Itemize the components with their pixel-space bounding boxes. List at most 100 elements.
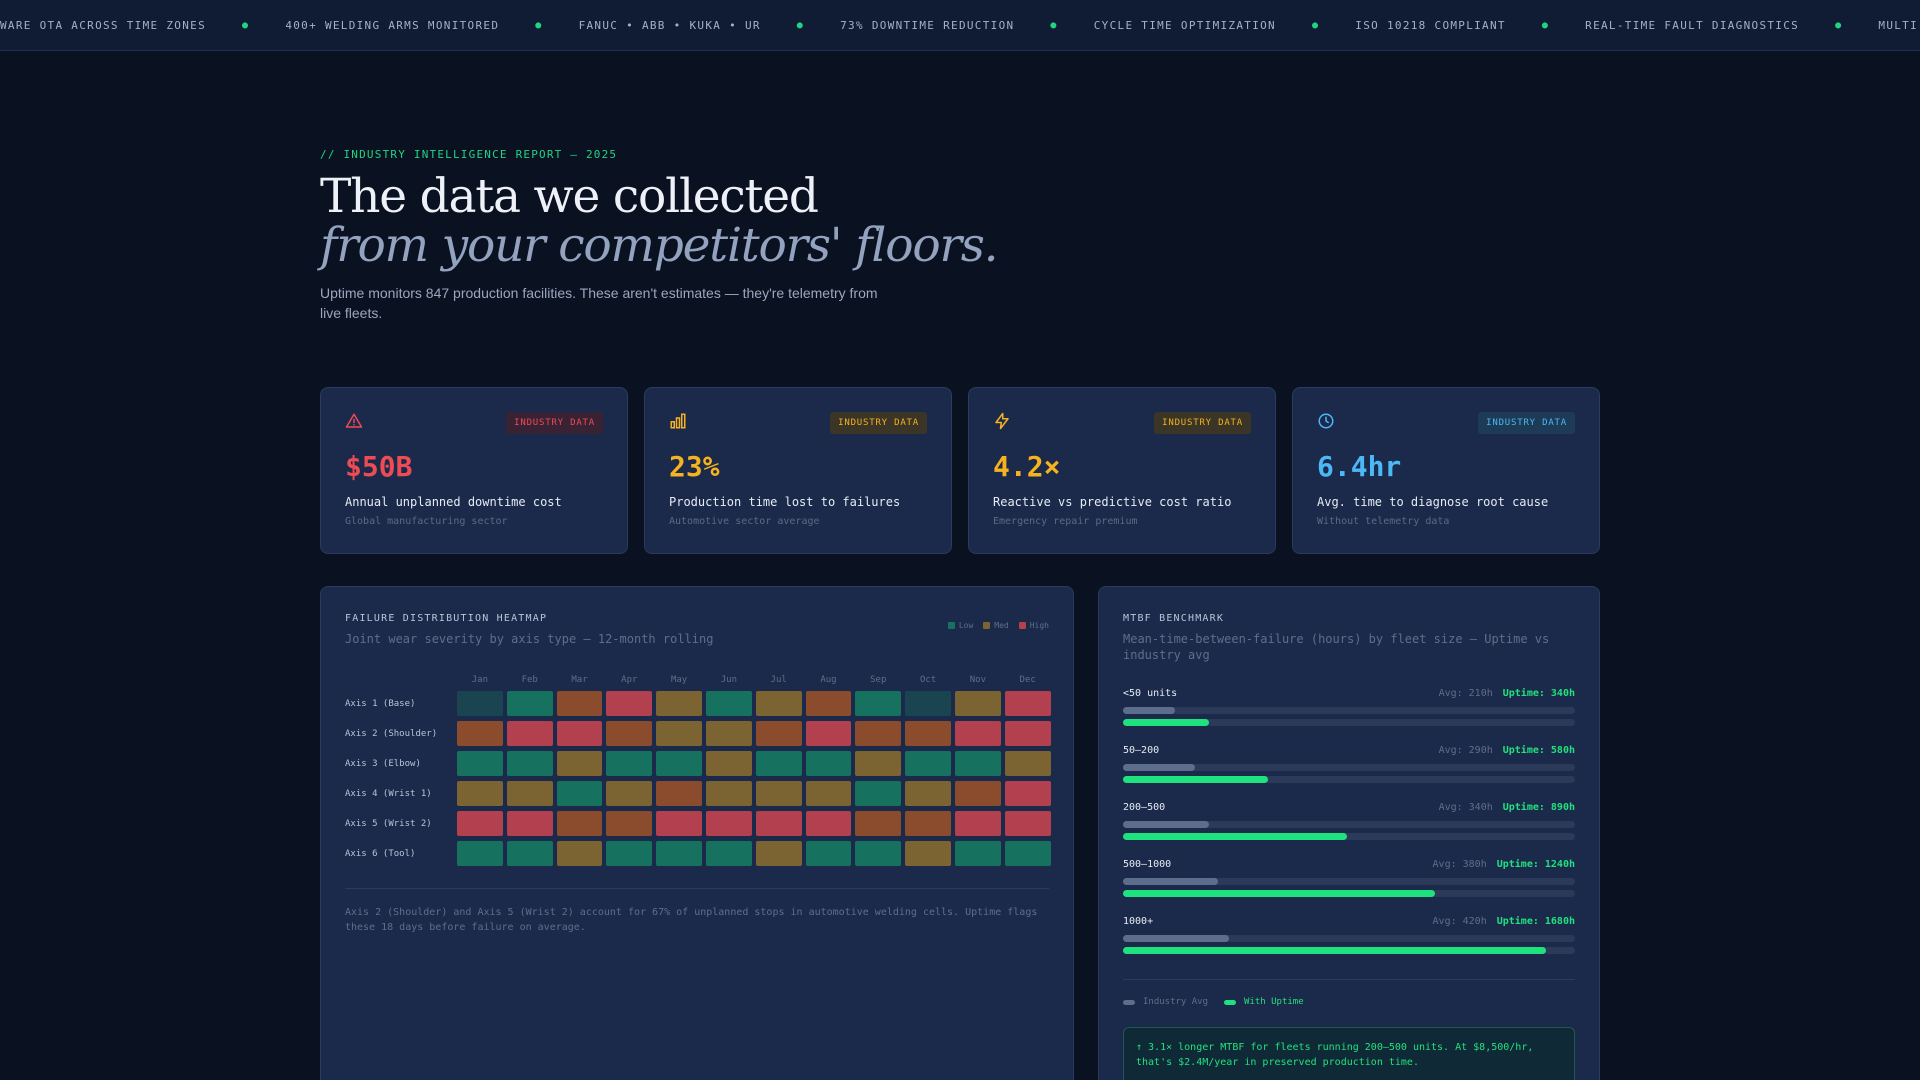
stat-value: 4.2× [993,450,1061,483]
mtbf-values: Avg: 290h Uptime: 580h [1439,745,1575,756]
industry-avg-value: Avg: 210h [1438,688,1493,699]
heatmap-cell[interactable] [556,691,603,716]
heatmap-cell[interactable] [506,751,553,776]
heatmap-cell[interactable] [506,691,553,716]
heatmap-cell[interactable] [855,811,902,836]
heatmap-cell[interactable] [905,751,951,776]
heatmap-cells [457,721,1051,746]
heatmap-cell[interactable] [855,691,902,716]
heatmap-cell[interactable] [457,721,503,746]
heatmap-cell[interactable] [755,811,802,836]
heatmap-cell[interactable] [1004,721,1051,746]
heatmap-cell[interactable] [457,841,503,866]
heatmap-cell[interactable] [1004,841,1051,866]
month-label: Feb [521,675,538,685]
heatmap-cell[interactable] [705,751,752,776]
heatmap-cell[interactable] [656,811,702,836]
heatmap-cell[interactable] [805,781,852,806]
heatmap-cell[interactable] [656,691,702,716]
month-label: Sep [870,675,887,685]
heatmap-cell[interactable] [705,721,752,746]
stat-label: Avg. time to diagnose root cause [1317,495,1549,509]
heatmap-cell[interactable] [457,781,503,806]
heatmap-cell[interactable] [755,691,802,716]
heatmap-cell[interactable] [556,781,603,806]
uptime-value: Uptime: 340h [1502,688,1575,699]
heatmap-cell[interactable] [656,781,702,806]
heatmap-cell[interactable] [954,841,1001,866]
heatmap-cell[interactable] [656,721,702,746]
heatmap-cell[interactable] [905,811,951,836]
heatmap-cell[interactable] [556,751,603,776]
heatmap-cell[interactable] [457,691,503,716]
legend-swatch [1018,622,1026,629]
heatmap-cell[interactable] [606,721,653,746]
heatmap-cell[interactable] [606,781,653,806]
heatmap-cell[interactable] [954,751,1001,776]
heatmap-cell[interactable] [606,691,653,716]
heatmap-cell[interactable] [705,811,752,836]
heatmap-cell[interactable] [855,721,902,746]
industry-avg-bar [1123,821,1209,828]
ticker-text: 400+ WELDING ARMS MONITORED [285,19,500,32]
heatmap-cell[interactable] [954,721,1001,746]
heatmap-cell[interactable] [905,721,951,746]
bar-chart-icon [669,412,687,430]
mtbf-subtitle: Mean-time-between-failure (hours) by fle… [1123,632,1550,662]
stat-card: INDUSTRY DATA 23% Production time lost to … [644,387,952,554]
heatmap-cell[interactable] [656,841,702,866]
heatmap-cell[interactable] [805,691,852,716]
heatmap-cell[interactable] [556,841,603,866]
heatmap-cell[interactable] [506,721,553,746]
heatmap-cell[interactable] [556,721,603,746]
heatmap-cell[interactable] [855,751,902,776]
heatmap-cell[interactable] [805,841,852,866]
heatmap-cell[interactable] [1004,751,1051,776]
uptime-bar [1123,776,1268,783]
heatmap-cell[interactable] [855,841,902,866]
heatmap-cell[interactable] [805,811,852,836]
heatmap-cell[interactable] [705,781,752,806]
stat-value: 23% [669,450,720,483]
heatmap-cell[interactable] [656,751,702,776]
ticker-text: 73% DOWNTIME REDUCTION [840,19,1015,32]
heatmap-cell[interactable] [457,751,503,776]
heatmap-cell[interactable] [954,781,1001,806]
heatmap-cell[interactable] [506,811,553,836]
heatmap-cell[interactable] [954,691,1001,716]
heatmap-cell[interactable] [1004,781,1051,806]
heatmap-cell[interactable] [855,781,902,806]
heatmap-cell[interactable] [556,811,603,836]
stat-label: Annual unplanned downtime cost [345,495,562,509]
uptime-bar-track [1123,947,1575,954]
month-label: Aug [820,675,837,685]
heatmap-cell[interactable] [755,781,802,806]
heatmap-cell[interactable] [457,811,503,836]
heatmap-cell[interactable] [905,841,951,866]
heatmap-cell[interactable] [705,841,752,866]
heatmap-cell[interactable] [606,811,653,836]
heatmap-cell[interactable] [705,691,752,716]
heatmap-cell[interactable] [606,751,653,776]
mtbf-legend-item: With Uptime [1224,997,1304,1007]
heatmap-cell[interactable] [755,841,802,866]
heatmap-cell[interactable] [805,721,852,746]
heatmap-cell[interactable] [905,781,951,806]
stat-note: Emergency repair premium [993,516,1138,527]
heatmap-row: Axis 6 (Tool) [345,841,1051,866]
heatmap-cell[interactable] [1004,811,1051,836]
heatmap-cell[interactable] [755,721,802,746]
heatmap-cells [457,691,1051,716]
heatmap-cell[interactable] [755,751,802,776]
stat-card: INDUSTRY DATA 4.2× Reactive vs predictive … [968,387,1276,554]
heatmap-cell[interactable] [606,841,653,866]
heatmap-cell[interactable] [905,691,951,716]
heatmap-cell[interactable] [805,751,852,776]
heatmap-cell[interactable] [506,841,553,866]
heatmap-title: FAILURE DISTRIBUTION HEATMAP [345,613,548,624]
heatmap-cell[interactable] [1004,691,1051,716]
ticker-item: 400+ WELDING ARMS MONITORED [285,19,499,32]
ticker-text: FANUC • ABB • KUKA • UR [578,19,761,32]
heatmap-cell[interactable] [954,811,1001,836]
heatmap-cell[interactable] [506,781,553,806]
